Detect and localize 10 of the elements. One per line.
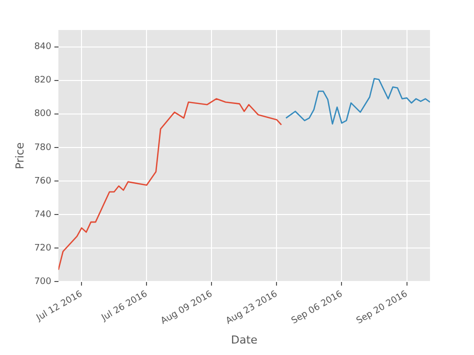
y-tick-label: 800 [34,109,52,120]
y-tick-label: 820 [34,76,52,86]
y-tick-label: 740 [34,210,52,220]
y-axis-title: Price [13,142,26,170]
y-tick-label: 700 [34,276,52,287]
y-tick-label: 720 [34,243,52,254]
x-axis-title: Date [231,333,258,346]
y-tick-label: 840 [34,42,52,52]
y-tick-label: 760 [34,176,52,186]
y-tick-label: 780 [34,142,52,153]
